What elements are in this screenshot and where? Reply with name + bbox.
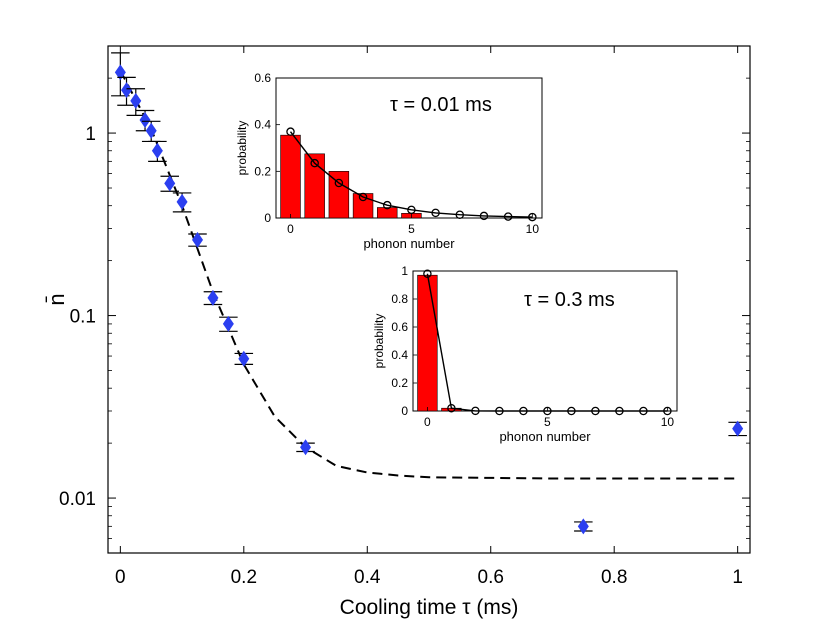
inset-marker (310, 158, 319, 168)
data-marker (145, 122, 157, 139)
inset-marker (455, 210, 465, 219)
y-tick-label: 0.01 (59, 489, 96, 510)
inset-marker (431, 208, 440, 218)
data-marker (121, 82, 133, 99)
inset-marker (471, 406, 480, 416)
y-tick-label: 1 (85, 124, 96, 145)
inset-y-tick-label: 0.6 (391, 320, 408, 334)
inset-marker (479, 211, 489, 221)
data-marker (238, 350, 250, 367)
inset-bar (304, 153, 325, 219)
inset-annotation: τ = 0.01 ms (390, 94, 492, 116)
inset-y-axis-label: probability (235, 121, 249, 176)
inset-bar (417, 274, 438, 412)
inset-x-axis-label: phonon number (363, 236, 455, 251)
inset-y-tick-label: 0.4 (391, 348, 408, 362)
inset-x-tick-label: 10 (661, 415, 675, 429)
data-point (148, 140, 167, 162)
y-axis-label: n̄ (44, 293, 69, 305)
inset-marker (495, 406, 504, 416)
inset-line (289, 131, 533, 218)
data-point (296, 439, 315, 456)
inset-marker (447, 403, 456, 413)
inset-2: 0 5 10 0 0.2 0.4 0.6 0.8 1 phonon number probabili… (372, 264, 678, 444)
data-point (219, 315, 238, 332)
inset-frame (412, 270, 678, 412)
inset-x-tick-label: 0 (287, 222, 294, 236)
inset-marker (528, 212, 537, 222)
data-point (172, 192, 192, 213)
x-tick-label: 1 (732, 567, 743, 588)
data-marker (114, 64, 126, 81)
inset-marker (615, 406, 624, 416)
theory-curve (119, 70, 738, 480)
data-point (234, 350, 254, 367)
inset-marker (358, 192, 368, 202)
x-tick-label: 0.2 (231, 567, 257, 588)
inset-y-tick-label: 0.2 (254, 164, 271, 178)
inset-marker (382, 200, 392, 210)
inset-marker (519, 406, 528, 416)
data-point (728, 420, 747, 437)
data-point (203, 289, 223, 306)
inset-y-tick-label: 1 (401, 264, 408, 278)
inset-x-tick-label: 10 (526, 222, 540, 236)
inset-marker (567, 406, 576, 416)
inset-bar (377, 207, 398, 219)
inset-y-axis-label: probability (372, 314, 386, 369)
inset-y-tick-label: 0.2 (391, 376, 408, 390)
data-point (188, 231, 207, 248)
inset-annotation: τ = 0.3 ms (524, 289, 615, 311)
data-point (574, 518, 593, 535)
data-marker (207, 289, 219, 306)
x-tick-label: 0.4 (354, 567, 381, 588)
inset-y-tick-label: 0.8 (391, 292, 408, 306)
data-marker (577, 518, 589, 535)
inset-x-axis-label: phonon number (499, 429, 591, 444)
inset-bar (280, 134, 301, 219)
x-axis-label: Cooling time τ (ms) (340, 596, 519, 619)
y-tick-label: 0.1 (70, 307, 96, 328)
data-marker (139, 111, 151, 128)
data-point (160, 175, 179, 192)
x-tick-label: 0.8 (601, 567, 627, 588)
inset-marker (286, 127, 295, 136)
data-point (117, 76, 136, 106)
data-marker (176, 193, 188, 210)
inset-marker (407, 205, 416, 215)
inset-y-tick-label: 0 (264, 211, 271, 225)
data-marker (222, 315, 234, 332)
data-marker (300, 439, 312, 456)
inset-marker (591, 406, 600, 416)
data-marker (151, 142, 163, 159)
inset-y-tick-label: 0.4 (254, 118, 271, 132)
inset-marker (639, 406, 648, 416)
data-marker (732, 420, 744, 437)
x-tick-label: 0 (115, 567, 126, 588)
data-marker (164, 175, 176, 192)
inset-marker (334, 178, 344, 188)
inset-marker (423, 269, 432, 279)
inset-x-tick-label: 0 (424, 415, 431, 429)
inset-marker (503, 212, 513, 221)
inset-x-tick-label: 5 (408, 222, 415, 236)
inset-bar (328, 171, 350, 219)
data-marker (192, 231, 204, 248)
inset-y-tick-label: 0 (401, 404, 408, 418)
data-marker (130, 92, 142, 109)
inset-1: 0 5 10 0 0.2 0.4 0.6 phonon number probability τ … (235, 71, 543, 251)
inset-x-tick-label: 5 (544, 415, 551, 429)
inset-y-tick-label: 0.6 (254, 71, 271, 85)
x-tick-label: 0.6 (478, 567, 504, 588)
